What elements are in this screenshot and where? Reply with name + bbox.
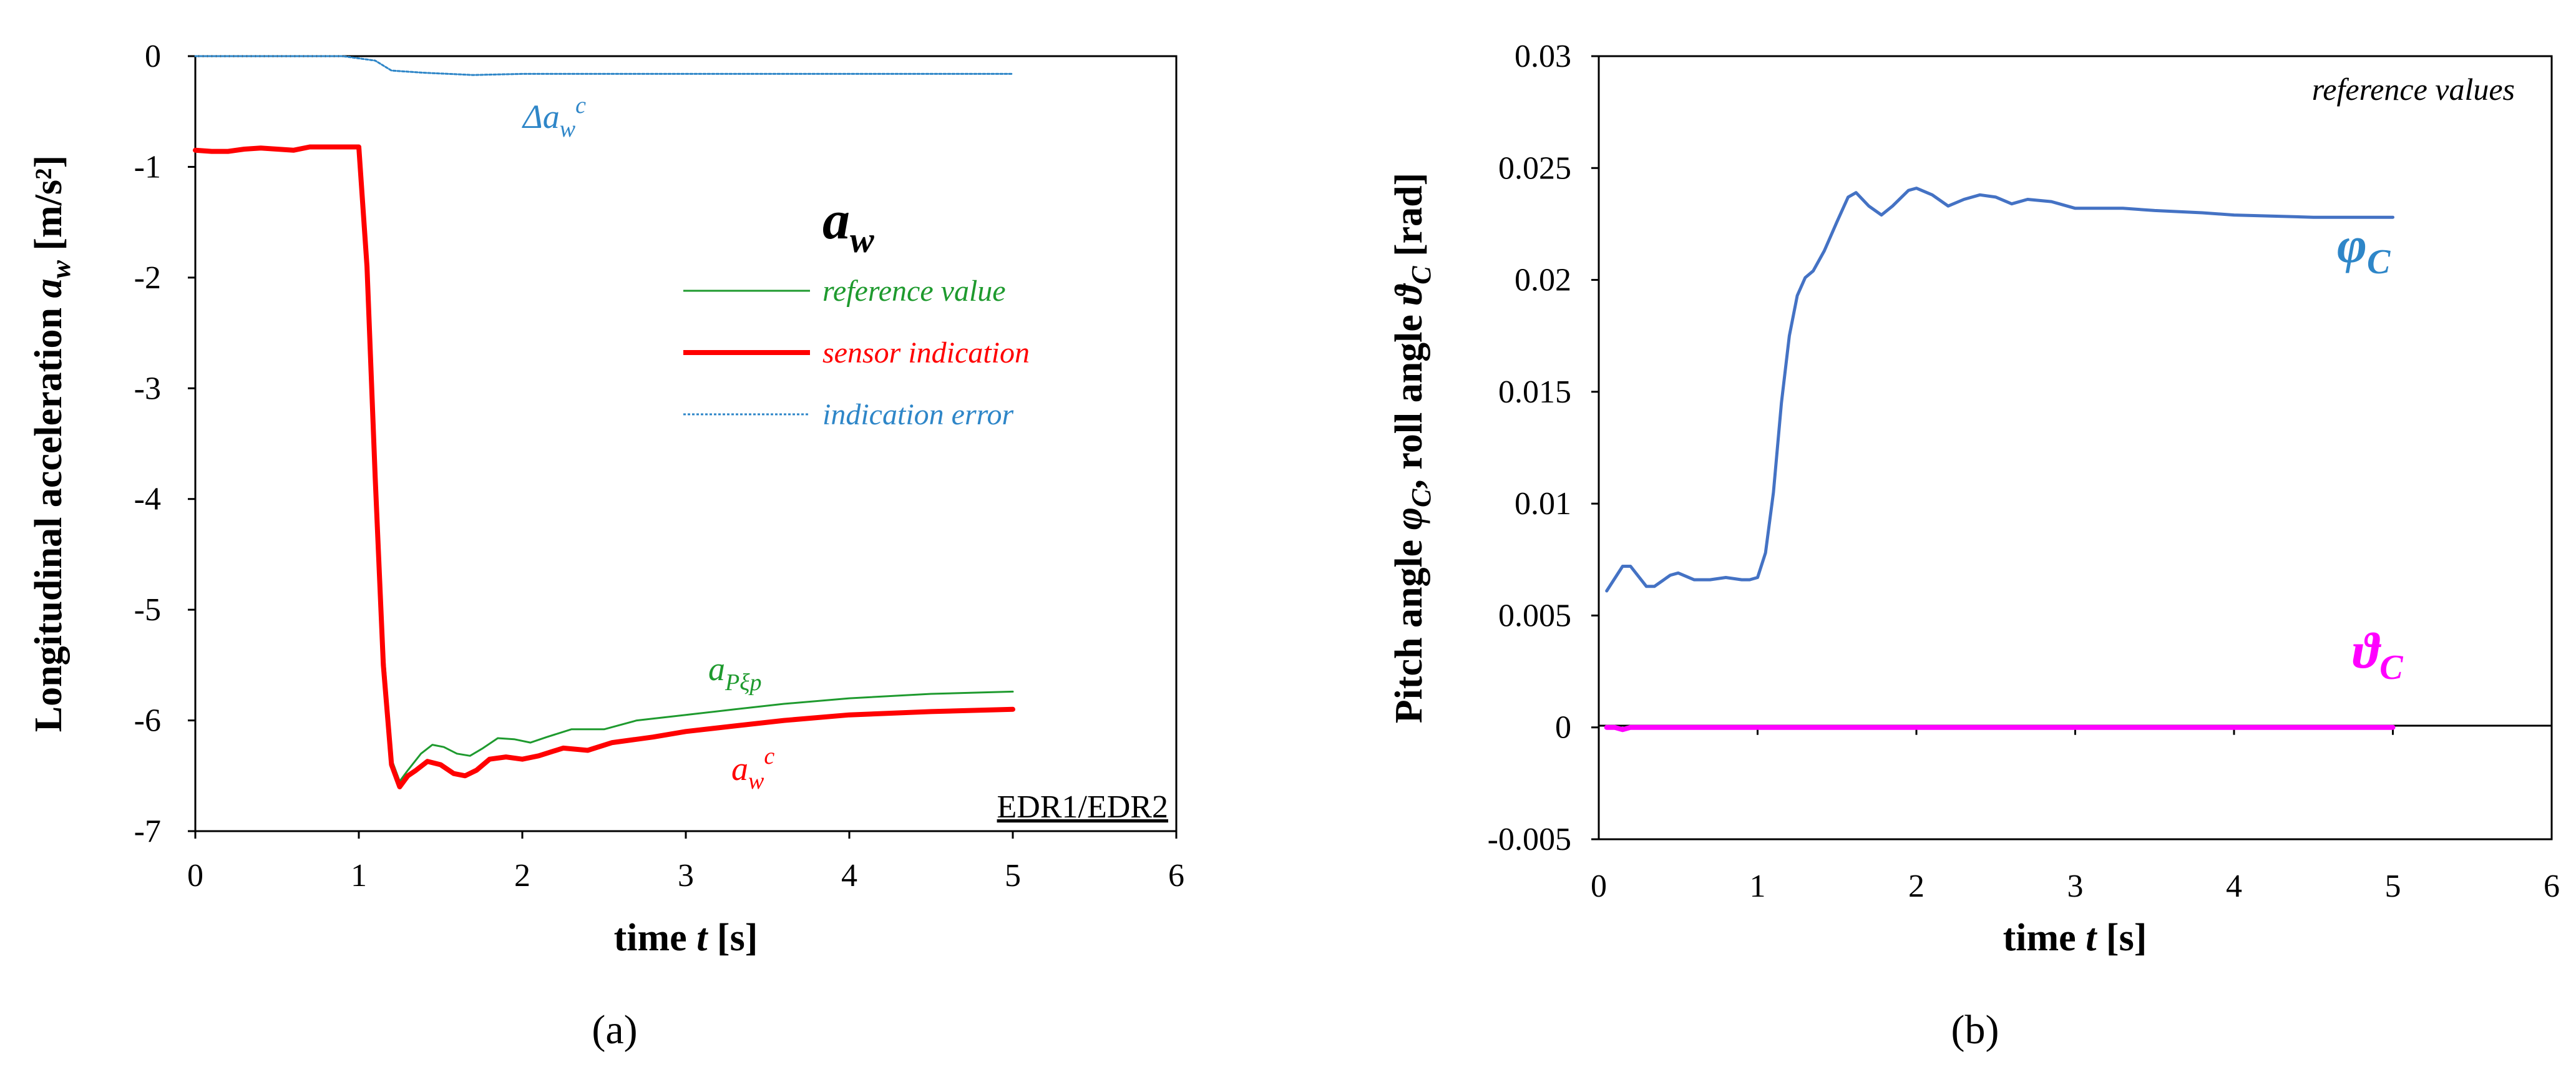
chart-b: 0.03 0.025 0.02 0.015 0.01 0.005 0 -0.005 0 1 2 3 4… (1388, 39, 2560, 1053)
chart-a-series (193, 55, 1015, 789)
chart-a-series-line-0 (358, 146, 1014, 782)
chart-b-series-line-1 (1604, 724, 2396, 733)
chart-b-y-tick-label: -0.005 (1488, 822, 1571, 857)
chart-a-y-tick-label: -2 (134, 260, 161, 296)
chart-a-annotation-sensor: awc (731, 743, 774, 794)
chart-a-x-tick-labels: 0 1 2 3 4 5 6 (187, 831, 1184, 894)
chart-a-annotation-ref: aPξp (708, 650, 761, 696)
chart-a-badge: EDR1/EDR2 (997, 789, 1168, 825)
chart-b-y-tick-label: 0 (1555, 710, 1571, 746)
chart-a-x-tick-label: 4 (841, 858, 857, 894)
chart-a-x-tick-label: 1 (351, 858, 367, 894)
chart-a-series-line-2 (194, 55, 1014, 76)
chart-b-y-tick-label: 0.01 (1515, 486, 1571, 522)
chart-b-caption: (b) (1951, 1007, 1999, 1053)
chart-b-x-tick-label: 5 (2385, 869, 2401, 904)
chart-b-x-tick-label: 3 (2067, 869, 2084, 904)
chart-a-legend-label-reference: reference value (822, 275, 1006, 308)
chart-a-caption: (a) (592, 1007, 637, 1053)
chart-a-y-tick-labels: 0 -1 -2 -3 -4 -5 -6 -7 (134, 39, 195, 849)
chart-a-series-line-1 (193, 144, 1015, 789)
chart-b-y-axis-label: Pitch angle φC, roll angle ϑC [rad] (1388, 173, 1437, 724)
chart-a-y-tick-label: -3 (134, 371, 161, 406)
chart-b-x-tick-label: 2 (1908, 869, 1925, 904)
chart-a-x-tick-label: 3 (678, 858, 694, 894)
chart-a-y-tick-label: -7 (134, 814, 161, 849)
chart-a-y-tick-label: -4 (134, 482, 161, 517)
chart-a-legend-title: aw (822, 190, 874, 260)
chart-a-annotation-delta-aw: Δawc (522, 92, 586, 142)
chart-b-x-tick-label: 0 (1591, 869, 1607, 904)
chart-b-y-tick-label: 0.03 (1515, 39, 1571, 74)
chart-b-y-tick-label: 0.025 (1498, 150, 1571, 186)
chart-b-series-line-0 (1605, 187, 2394, 593)
chart-a-y-tick-label: -5 (134, 592, 161, 628)
chart-b-y-tick-label: 0.015 (1498, 374, 1571, 410)
chart-a-x-axis-label: time t [s] (614, 917, 758, 959)
chart-b-x-tick-label: 1 (1750, 869, 1766, 904)
chart-b-annotation-phi: φC (2337, 217, 2391, 281)
chart-b-x-tick-label: 4 (2226, 869, 2242, 904)
chart-a-y-axis-label: Longitudinal acceleration aw [m/s²] (27, 155, 76, 733)
chart-a-x-tick-label: 6 (1168, 858, 1184, 894)
chart-a-legend-label-error: indication error (822, 398, 1014, 431)
chart-a-legend-label-sensor: sensor indication (822, 336, 1030, 369)
chart-a-x-tick-label: 0 (187, 858, 203, 894)
chart-b-y-tick-label: 0.02 (1515, 263, 1571, 298)
chart-a-y-tick-label: 0 (145, 39, 161, 74)
chart-a-y-tick-label: -1 (134, 149, 161, 185)
chart-a-x-tick-label: 5 (1005, 858, 1021, 894)
chart-b-x-tick-label: 6 (2544, 869, 2560, 904)
chart-b-x-tick-labels: 0 1 2 3 4 5 6 (1591, 727, 2560, 904)
chart-b-y-tick-label: 0.005 (1498, 598, 1571, 633)
chart-a-y-tick-label: -6 (134, 703, 161, 739)
chart-b-x-axis-label: time t [s] (2003, 917, 2147, 959)
chart-b-plot-frame (1598, 55, 2553, 840)
chart-b-corner-note: reference values (2312, 72, 2515, 107)
chart-b-y-tick-labels: 0.03 0.025 0.02 0.015 0.01 0.005 0 -0.005 (1488, 39, 1599, 857)
chart-a: 0 -1 -2 -3 -4 -5 -6 -7 0 1 2 3 4 5 6 time t [s] Longi… (27, 39, 1184, 1053)
chart-b-series (1604, 187, 2396, 733)
chart-b-annotation-theta: ϑC (2353, 622, 2403, 687)
chart-a-x-tick-label: 2 (514, 858, 530, 894)
